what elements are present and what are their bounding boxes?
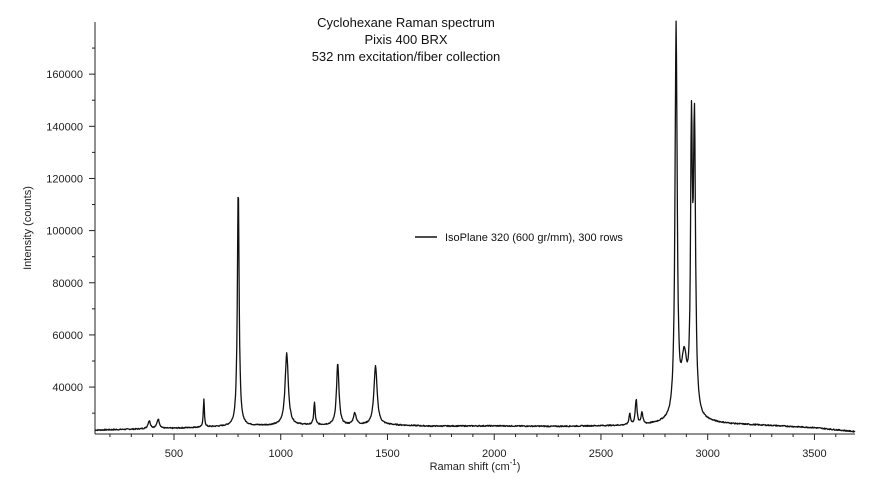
y-tick-label: 80000 xyxy=(52,278,83,290)
y-ticks: 40000 60000 80000 100000 120000 140000 160000 xyxy=(46,47,95,414)
series-line-isoplane-320 xyxy=(94,20,856,433)
x-tick-label: 1000 xyxy=(268,448,292,460)
title-line-1: Cyclohexane Raman spectrum xyxy=(317,15,495,30)
legend-label: IsoPlane 320 (600 gr/mm), 300 rows xyxy=(445,232,623,244)
chart-title: Cyclohexane Raman spectrum Pixis 400 BRX… xyxy=(312,15,501,64)
axes xyxy=(94,22,855,435)
x-ticks: 500 1000 1500 2000 2500 3000 3500 xyxy=(109,434,837,460)
y-tick-label: 140000 xyxy=(46,121,83,133)
y-tick-label: 160000 xyxy=(46,69,83,81)
x-tick-label: 1500 xyxy=(375,448,399,460)
x-axis-label-main: Raman shift (cm xyxy=(430,461,510,473)
y-tick-label: 40000 xyxy=(52,382,83,394)
x-axis-label-superscript: -1 xyxy=(510,458,518,467)
x-tick-label: 500 xyxy=(165,448,183,460)
x-axis-label-end: ) xyxy=(517,461,521,473)
y-tick-label: 60000 xyxy=(52,330,83,342)
x-tick-label: 2000 xyxy=(482,448,506,460)
y-tick-label: 120000 xyxy=(46,173,83,185)
legend: IsoPlane 320 (600 gr/mm), 300 rows xyxy=(415,232,623,244)
title-line-3: 532 nm excitation/fiber collection xyxy=(312,49,501,64)
y-axis-label: Intensity (counts) xyxy=(22,186,34,270)
x-tick-label: 3500 xyxy=(802,448,826,460)
x-axis-label: Raman shift (cm-1) xyxy=(430,458,521,473)
x-tick-label: 2500 xyxy=(589,448,613,460)
title-line-2: Pixis 400 BRX xyxy=(364,32,447,47)
y-tick-label: 100000 xyxy=(46,226,83,238)
x-tick-label: 3000 xyxy=(695,448,719,460)
